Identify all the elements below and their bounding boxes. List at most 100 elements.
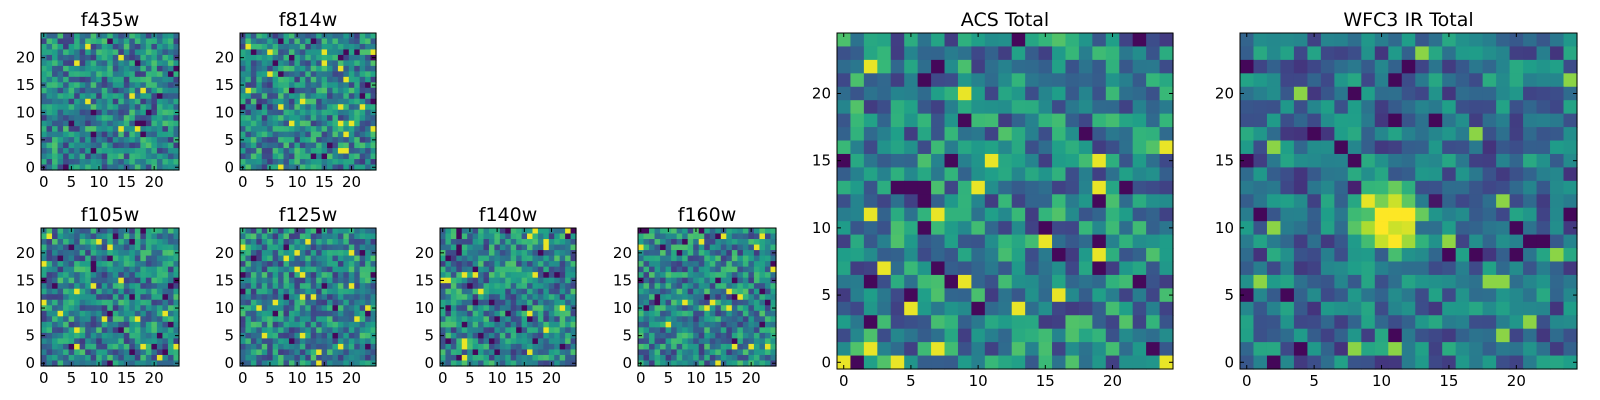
heatmap-cell — [770, 266, 777, 273]
heatmap-cell — [41, 120, 48, 127]
heatmap-cell — [327, 266, 334, 273]
heatmap-cell — [156, 131, 164, 138]
heatmap-cell — [79, 310, 86, 317]
heatmap-cell — [52, 354, 59, 362]
heatmap-cell — [764, 321, 772, 328]
heatmap-cell — [310, 87, 317, 94]
heatmap-cell — [931, 315, 946, 330]
y-tick-label: 0 — [224, 354, 234, 372]
heatmap-cell — [837, 315, 852, 330]
heatmap-cell — [134, 299, 141, 306]
heatmap-cell — [123, 338, 130, 345]
heatmap-cell — [134, 60, 141, 67]
heatmap-cell — [726, 294, 733, 301]
heatmap-cell — [310, 261, 317, 268]
heatmap-cell — [57, 82, 64, 89]
heatmap-cell — [321, 60, 328, 67]
heatmap-cell — [250, 283, 257, 290]
heatmap-cell — [129, 65, 136, 72]
heatmap-cell — [343, 38, 350, 45]
heatmap-cell — [156, 76, 164, 83]
heatmap-cell — [971, 248, 986, 263]
heatmap-cell — [1025, 100, 1040, 115]
heatmap-cell — [698, 255, 705, 262]
heatmap-cell — [321, 71, 328, 78]
heatmap-cell — [145, 153, 152, 160]
heatmap-cell — [1119, 207, 1134, 222]
heatmap-cell — [1240, 113, 1255, 128]
heatmap-cell — [68, 60, 75, 67]
heatmap-cells — [440, 228, 577, 367]
heatmap-cell — [101, 288, 108, 295]
heatmap-cell — [129, 120, 136, 127]
heatmap-cell — [472, 244, 479, 251]
heatmap-cell — [267, 43, 274, 51]
heatmap-cell — [288, 360, 295, 367]
heatmap-cell — [863, 315, 878, 330]
heatmap-cell — [256, 87, 263, 94]
heatmap-cell — [305, 343, 312, 351]
heatmap-cell — [1266, 33, 1282, 48]
heatmap-cell — [359, 60, 366, 67]
heatmap-cell — [1065, 86, 1080, 101]
heatmap-cell — [343, 349, 350, 356]
heatmap-cell — [654, 354, 661, 362]
heatmap-cell — [1092, 328, 1107, 343]
heatmap-cell — [472, 266, 479, 273]
heatmap-cell — [145, 115, 152, 122]
heatmap-cell — [904, 180, 919, 195]
heatmap-cell — [456, 294, 463, 301]
heatmap-cell — [151, 283, 158, 290]
heatmap-cell — [1119, 315, 1134, 330]
heatmap-cell — [256, 43, 263, 51]
heatmap-cell — [299, 277, 306, 284]
heatmap-cell — [134, 272, 141, 279]
heatmap-cell — [365, 244, 372, 251]
heatmap-cell — [537, 321, 544, 328]
heatmap-cell — [145, 288, 152, 295]
heatmap-cell — [682, 288, 689, 295]
heatmap-cell — [984, 274, 999, 289]
heatmap-cell — [478, 255, 485, 262]
heatmap-cell — [118, 54, 125, 61]
heatmap-cell — [327, 316, 334, 323]
heatmap-cell — [931, 261, 946, 276]
heatmap-cell — [162, 272, 169, 279]
heatmap-cell — [250, 159, 257, 166]
heatmap-cell — [1132, 194, 1147, 209]
heatmap-cell — [354, 153, 361, 160]
heatmap-cell — [543, 277, 550, 284]
heatmap-cell — [1469, 153, 1484, 168]
heatmap-cell — [310, 332, 317, 339]
heatmap-cell — [283, 104, 290, 111]
heatmap-cell — [510, 250, 517, 257]
heatmap-cell — [327, 250, 334, 257]
heatmap-cell — [261, 261, 268, 268]
heatmap-cell — [726, 332, 733, 339]
heatmap-cell — [370, 349, 377, 356]
heatmap-cell — [687, 305, 694, 312]
heatmap-cell — [1563, 113, 1578, 128]
heatmap-cell — [1361, 113, 1376, 128]
heatmap-cell — [348, 71, 355, 78]
heatmap-cell — [288, 82, 295, 89]
heatmap-cell — [123, 332, 130, 339]
heatmap-cell — [445, 261, 452, 268]
heatmap-cell — [665, 255, 672, 262]
heatmap-cell — [1307, 153, 1322, 168]
heatmap-cell — [1523, 59, 1538, 74]
heatmap-cell — [267, 321, 274, 328]
heatmap-cell — [57, 316, 64, 323]
heatmap-cell — [321, 82, 328, 89]
heatmap-cell — [316, 233, 323, 240]
heatmap-cell — [709, 239, 716, 246]
heatmap-cell — [494, 272, 501, 279]
heatmap-cell — [156, 159, 164, 166]
heatmap-cell — [890, 73, 905, 88]
heatmap-cell — [57, 338, 64, 345]
heatmap-cell — [998, 355, 1013, 370]
heatmap-cell — [1011, 207, 1026, 222]
heatmap-cell — [316, 54, 323, 61]
heatmap-cell — [167, 349, 175, 356]
x-tick-label: 10 — [488, 369, 507, 387]
